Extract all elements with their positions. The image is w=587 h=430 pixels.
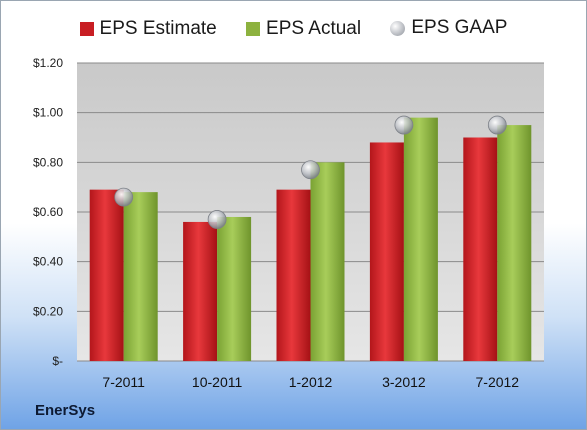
bar-eps-actual (123, 192, 158, 361)
bar-eps-actual (403, 117, 438, 361)
legend-label-gaap: EPS GAAP (411, 17, 508, 38)
y-tick-label: $0.80 (33, 155, 63, 169)
x-tick-label: 1-2012 (289, 374, 333, 390)
gaap-markers (114, 115, 507, 229)
x-tick-label: 7-2011 (102, 374, 145, 390)
legend: EPS Estimate EPS Actual EPS GAAP (1, 17, 586, 42)
legend-item-estimate: EPS Estimate (79, 17, 217, 40)
bar-eps-estimate (183, 221, 218, 361)
marker-eps-gaap (394, 115, 414, 135)
marker-eps-gaap (487, 115, 507, 135)
bar-eps-actual (310, 162, 345, 361)
y-axis-ticks: $- $0.20 $0.40 $0.60 $0.80 $1.00 $1.20 (33, 56, 63, 368)
bar-eps-estimate (89, 189, 124, 361)
y-tick-label: $1.20 (33, 56, 63, 70)
marker-eps-gaap (207, 210, 227, 229)
legend-label-actual: EPS Actual (266, 17, 362, 39)
y-tick-label: $1.00 (33, 106, 63, 120)
company-name: EnerSys (35, 402, 96, 419)
x-axis-ticks: 7-2011 10-2011 1-2012 3-2012 7-2012 (102, 374, 519, 390)
legend-swatch-gaap (390, 20, 406, 36)
bar-eps-estimate (276, 189, 311, 361)
legend-swatch-actual (246, 21, 261, 36)
y-tick-label: $- (52, 354, 63, 368)
bar-eps-estimate (463, 137, 498, 361)
bars (89, 117, 532, 361)
legend-label-estimate: EPS Estimate (99, 17, 217, 39)
bar-eps-estimate (369, 142, 404, 361)
x-tick-label: 7-2012 (476, 374, 520, 390)
x-tick-label: 10-2011 (192, 374, 243, 390)
y-tick-label: $0.60 (33, 205, 63, 219)
y-tick-label: $0.20 (33, 304, 63, 318)
marker-eps-gaap (301, 160, 320, 180)
legend-item-actual: EPS Actual (246, 18, 361, 40)
bar-eps-actual (217, 216, 252, 361)
legend-item-gaap: EPS GAAP (390, 17, 507, 39)
marker-eps-gaap (114, 187, 134, 207)
y-tick-label: $0.40 (33, 255, 63, 269)
legend-swatch-estimate (79, 21, 94, 36)
bar-eps-actual (497, 125, 532, 361)
x-tick-label: 3-2012 (382, 374, 426, 390)
